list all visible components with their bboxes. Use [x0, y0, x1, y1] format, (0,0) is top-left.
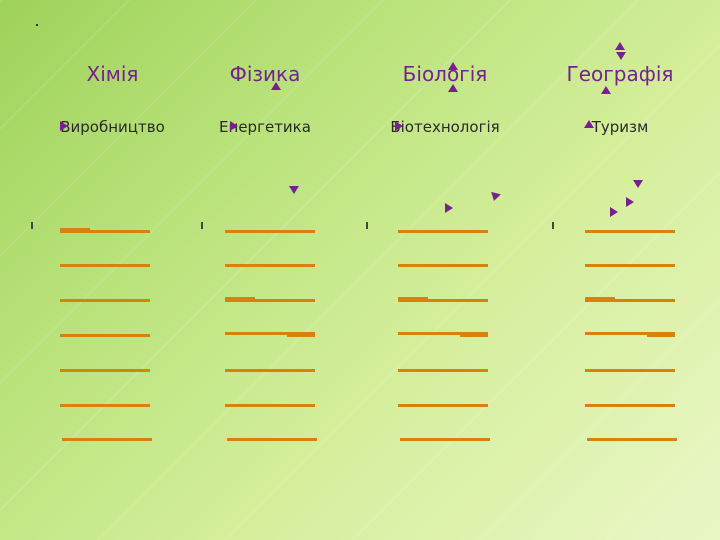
column-subtitle: Виробництво: [60, 118, 165, 136]
answer-line[interactable]: [585, 264, 675, 267]
answer-line[interactable]: [585, 230, 675, 233]
column-subtitle: Енергетика: [219, 118, 311, 136]
answer-line[interactable]: [60, 404, 150, 407]
column-subtitle: Туризм: [591, 118, 649, 136]
answer-line[interactable]: [398, 299, 488, 302]
arrow-marker: [448, 62, 458, 70]
column-physics: Фізика Енергетика: [195, 0, 335, 540]
answer-line[interactable]: [398, 404, 488, 407]
line-stub: [398, 297, 428, 300]
column-title: Біологія: [402, 62, 488, 86]
answer-line[interactable]: [225, 332, 315, 335]
answer-line[interactable]: [227, 438, 317, 441]
line-stub: [287, 334, 315, 337]
answer-line[interactable]: [398, 264, 488, 267]
answer-line[interactable]: [400, 438, 490, 441]
column-chemistry: Хімія Виробництво: [20, 0, 205, 540]
arrow-marker: [489, 191, 501, 203]
line-stub: [647, 334, 675, 337]
tick-mark: [31, 222, 33, 229]
column-title: Фізика: [229, 62, 301, 86]
arrow-marker: [60, 121, 68, 131]
arrow-marker: [616, 52, 626, 60]
dot-mark: [36, 24, 38, 26]
answer-line[interactable]: [225, 264, 315, 267]
answer-line[interactable]: [60, 230, 150, 233]
answer-line[interactable]: [60, 299, 150, 302]
answer-line[interactable]: [62, 438, 152, 441]
answer-line[interactable]: [585, 404, 675, 407]
answer-line[interactable]: [398, 332, 488, 335]
answer-line[interactable]: [225, 404, 315, 407]
arrow-marker: [448, 84, 458, 92]
answer-line[interactable]: [225, 230, 315, 233]
answer-line[interactable]: [585, 332, 675, 335]
line-stub: [460, 334, 488, 337]
answer-line[interactable]: [585, 369, 675, 372]
arrow-marker: [626, 197, 634, 207]
arrow-marker: [230, 121, 238, 131]
line-stub: [585, 297, 615, 300]
column-biology: Біологія Біотехнологія: [360, 0, 530, 540]
line-stub: [225, 297, 255, 300]
arrow-marker: [601, 86, 611, 94]
answer-line[interactable]: [398, 369, 488, 372]
answer-line[interactable]: [398, 230, 488, 233]
tick-mark: [366, 222, 368, 229]
column-title: Хімія: [86, 62, 139, 86]
answer-line[interactable]: [225, 299, 315, 302]
arrow-marker: [584, 120, 594, 128]
arrow-marker: [395, 121, 403, 131]
answer-line[interactable]: [587, 438, 677, 441]
answer-line[interactable]: [60, 264, 150, 267]
tick-mark: [552, 222, 554, 229]
answer-line[interactable]: [60, 334, 150, 337]
answer-line[interactable]: [225, 369, 315, 372]
answer-line[interactable]: [60, 369, 150, 372]
column-title: Географія: [566, 62, 674, 86]
arrow-marker: [289, 186, 299, 194]
arrow-marker: [271, 82, 281, 90]
arrow-marker: [445, 203, 453, 213]
column-subtitle: Біотехнологія: [390, 118, 500, 136]
column-geography: Географія Туризм: [525, 0, 715, 540]
line-stub: [60, 228, 90, 231]
arrow-marker: [633, 180, 643, 188]
answer-line[interactable]: [585, 299, 675, 302]
tick-mark: [201, 222, 203, 229]
arrow-marker: [615, 42, 625, 50]
arrow-marker: [610, 207, 618, 217]
